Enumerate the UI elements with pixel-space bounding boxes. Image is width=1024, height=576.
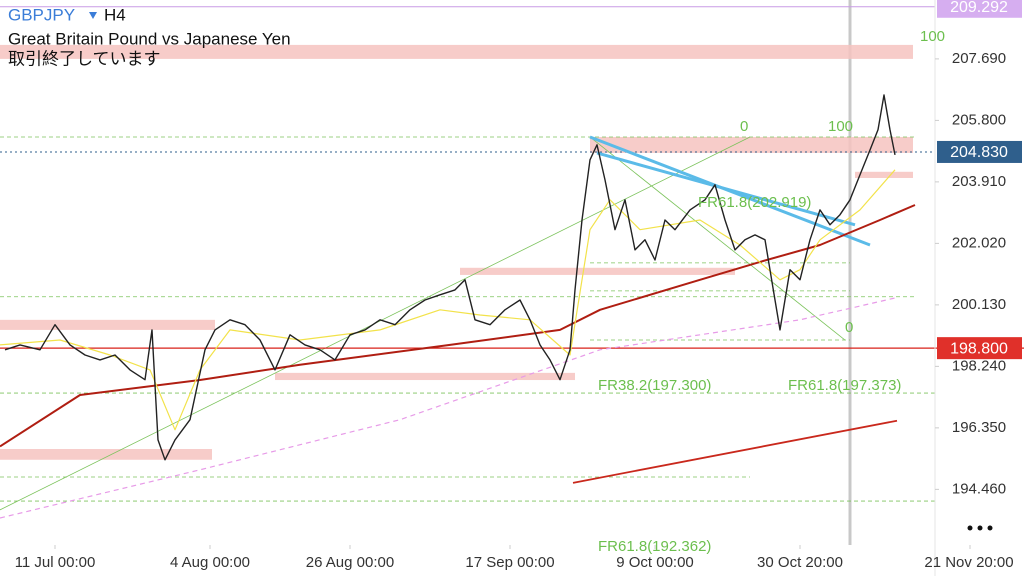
trend-line — [596, 151, 856, 227]
price-tag-label: 204.830 — [950, 144, 1008, 161]
y-tick-label: 196.350 — [952, 419, 1006, 436]
y-tick-label: 202.020 — [952, 234, 1006, 251]
y-tick-label: 207.690 — [952, 50, 1006, 67]
x-tick-label: 11 Jul 00:00 — [15, 554, 96, 571]
symbol[interactable]: GBPJPY — [8, 5, 75, 24]
fib-label: FR38.2(197.300) — [598, 377, 711, 394]
series-line — [4, 94, 896, 461]
x-tick-label: 17 Sep 00:00 — [465, 554, 554, 571]
y-tick-label: 203.910 — [952, 173, 1006, 190]
y-tick-label: 205.800 — [952, 111, 1006, 128]
dot — [977, 525, 983, 531]
fib-label: FR61.8(197.373) — [788, 377, 901, 394]
trend-line — [589, 136, 846, 341]
zone — [590, 136, 913, 153]
y-tick-label: 194.460 — [952, 480, 1006, 497]
plot-area — [0, 6, 1024, 519]
series-line — [0, 297, 896, 519]
y-tick-label: 198.240 — [952, 357, 1006, 374]
market-status: 取引終了しています — [8, 49, 161, 68]
price-tag — [937, 337, 1022, 360]
description: Great Britain Pound vs Japanese Yen — [8, 29, 291, 48]
dropdown-icon[interactable] — [89, 12, 97, 19]
x-tick-label: 21 Nov 20:00 — [924, 554, 1013, 571]
fib-label: 0 — [845, 319, 853, 336]
series-line — [0, 204, 916, 448]
dot — [967, 525, 973, 531]
x-tick-label: 9 Oct 00:00 — [616, 554, 694, 571]
zone — [0, 44, 913, 59]
x-tick-label: 30 Oct 20:00 — [757, 554, 843, 571]
fib-label: 0 — [740, 118, 748, 135]
fib-label: FR61.8(202.919) — [698, 194, 811, 211]
x-tick-label: 26 Aug 00:00 — [306, 554, 394, 571]
y-tick-label: 200.130 — [952, 296, 1006, 313]
zone — [275, 372, 575, 381]
price-tag — [937, 140, 1022, 163]
price-tag-label: 209.292 — [950, 0, 1008, 16]
dot — [987, 525, 993, 531]
fib-label: 100 — [828, 118, 853, 135]
more-menu[interactable] — [967, 525, 993, 531]
zone — [855, 171, 913, 178]
zone — [460, 267, 735, 275]
trend-line — [572, 419, 898, 484]
fib-label: 100 — [920, 28, 945, 45]
price-tag — [937, 0, 1022, 18]
price-tag-label: 198.800 — [950, 340, 1008, 357]
x-tick-label: 4 Aug 00:00 — [170, 554, 250, 571]
zone — [0, 449, 212, 460]
zone — [0, 319, 215, 330]
timeframe[interactable]: H4 — [104, 5, 126, 24]
